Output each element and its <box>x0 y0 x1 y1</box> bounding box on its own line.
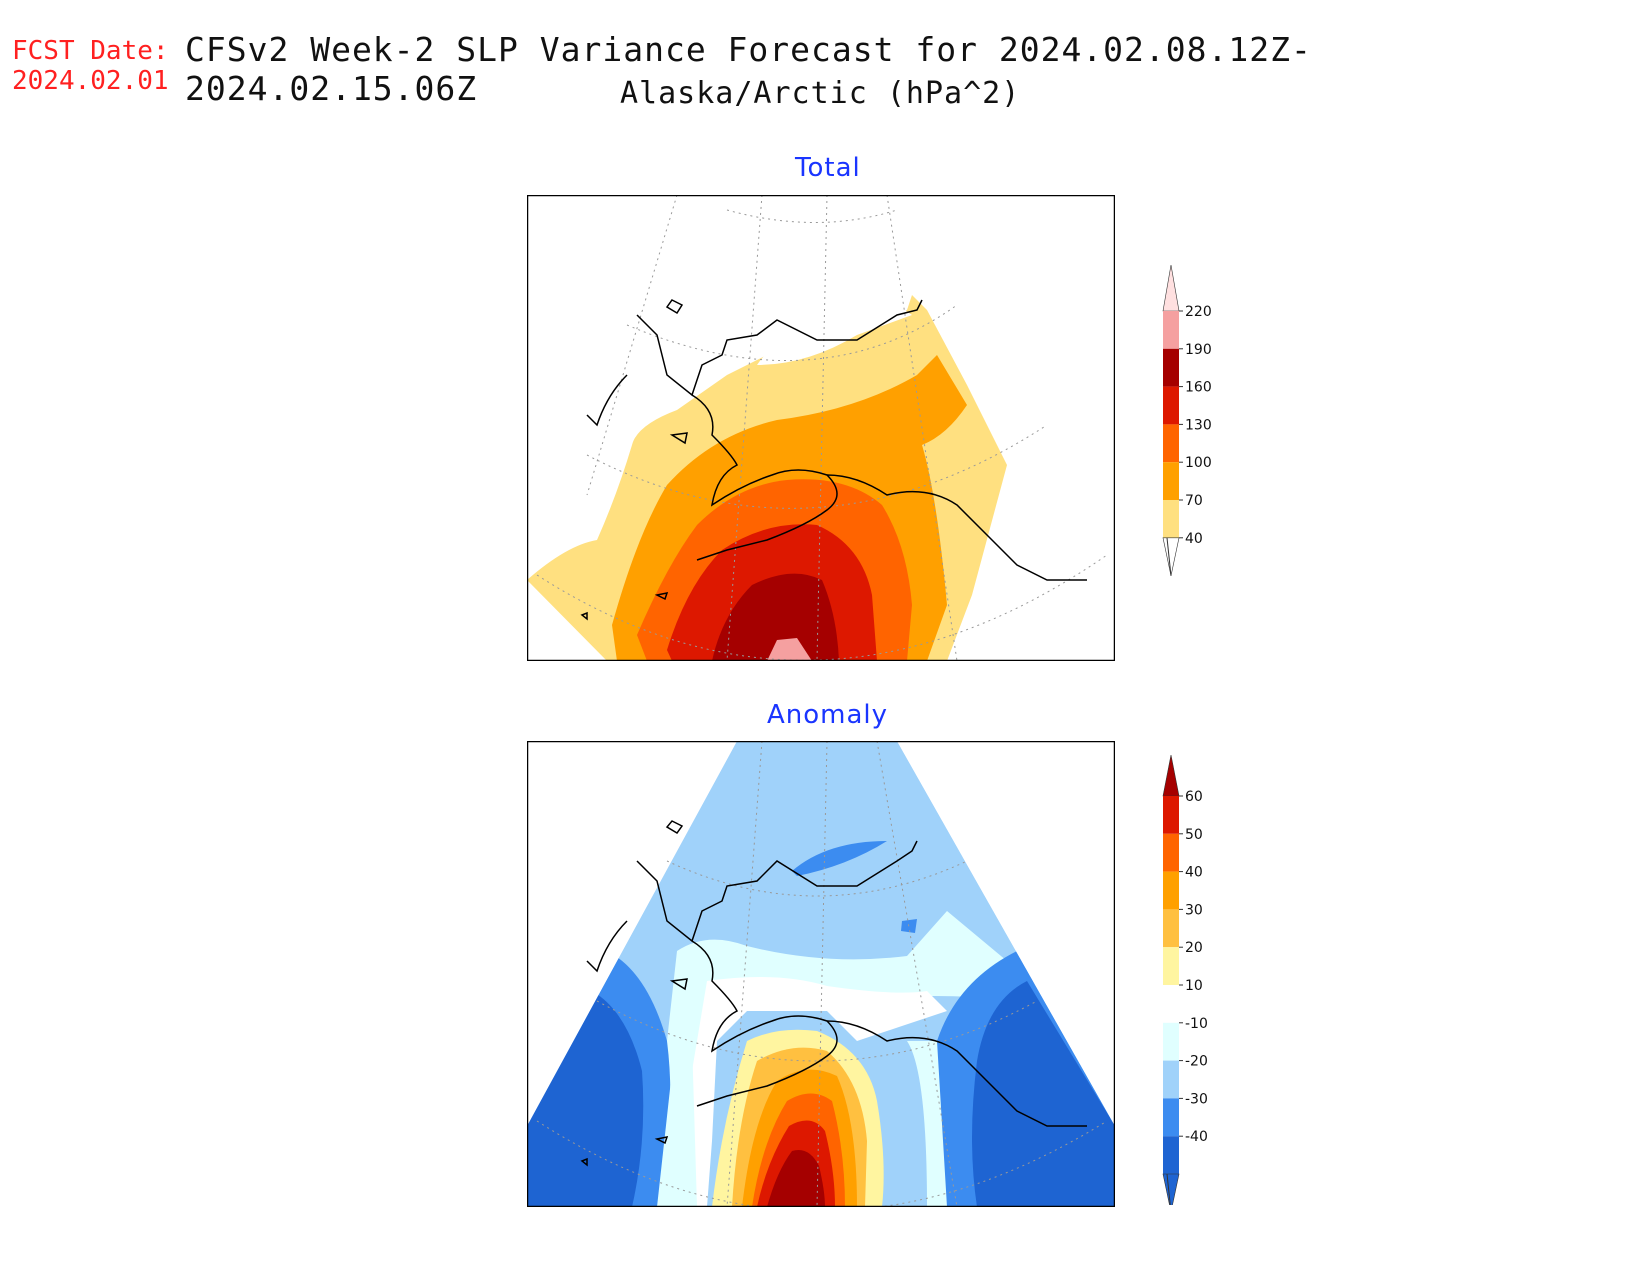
forecast-date-value: 2024.02.01 <box>12 66 169 96</box>
chart-subtitle: Alaska/Arctic (hPa^2) <box>620 76 1021 111</box>
total-colorbar-bin <box>1163 348 1179 387</box>
total-colorbar-arrow-top <box>1162 265 1180 312</box>
anomaly-colorbar-bin <box>1163 909 1179 948</box>
anomaly-colorbar-label: 10 <box>1185 978 1203 994</box>
anomaly-colorbar-bin <box>1163 947 1179 985</box>
total-colorbar-bin <box>1163 500 1179 538</box>
forecast-date-block: FCST Date: 2024.02.01 <box>12 36 169 96</box>
chart-title: CFSv2 Week-2 SLP Variance Forecast for 2… <box>185 30 1312 108</box>
forecast-date-label: FCST Date: <box>12 36 169 66</box>
anomaly-colorbar-bin <box>1163 1098 1179 1137</box>
anomaly-colorbar-arrow-top <box>1162 755 1180 797</box>
anomaly-colorbar-label: -30 <box>1185 1091 1208 1107</box>
total-colorbar-label: 100 <box>1185 455 1212 471</box>
anomaly-colorbar-label: 40 <box>1185 865 1203 881</box>
total-colorbar-bin <box>1163 462 1179 500</box>
total-colorbar-arrow-bottom <box>1162 537 1180 576</box>
total-colorbar-label: 70 <box>1185 493 1203 509</box>
anomaly-colorbar: 60 50 40 30 20 10 -10 -20 -30 -40 <box>1162 755 1208 1205</box>
anomaly-colorbar-label: 50 <box>1185 827 1203 843</box>
total-colorbar-label: 190 <box>1185 342 1212 358</box>
total-colorbar-label: 220 <box>1185 304 1212 320</box>
total-colorbar: 220 190 160 130 100 70 40 <box>1162 265 1212 576</box>
total-colorbar-bin <box>1163 311 1179 349</box>
total-map <box>527 195 1115 661</box>
anomaly-colorbar-bin <box>1163 1060 1179 1099</box>
anomaly-colorbar-label: 60 <box>1185 789 1203 805</box>
total-colorbar-bin <box>1163 386 1179 425</box>
anomaly-colorbar-bin <box>1163 796 1179 834</box>
total-colorbar-label: 160 <box>1185 380 1212 396</box>
total-colorbar-bin <box>1163 424 1179 463</box>
anomaly-colorbar-bin <box>1163 1136 1179 1174</box>
anomaly-map <box>527 741 1115 1207</box>
anomaly-colorbar-bin <box>1163 833 1179 872</box>
anomaly-panel-title: Anomaly <box>767 700 889 730</box>
anomaly-colorbar-label: -20 <box>1185 1054 1208 1070</box>
anomaly-colorbar-arrow-bottom <box>1162 1173 1180 1205</box>
total-colorbar-label: 40 <box>1185 531 1203 547</box>
anomaly-colorbar-label: 30 <box>1185 902 1203 918</box>
anomaly-colorbar-bin <box>1163 985 1179 1023</box>
total-colorbar-label: 130 <box>1185 417 1212 433</box>
anomaly-colorbar-label: -40 <box>1185 1129 1208 1145</box>
total-panel-title: Total <box>795 153 861 183</box>
anomaly-colorbar-label: 20 <box>1185 940 1203 956</box>
anomaly-colorbar-bin <box>1163 1022 1179 1061</box>
anomaly-colorbar-label: -10 <box>1185 1016 1208 1032</box>
anomaly-colorbar-bin <box>1163 871 1179 910</box>
